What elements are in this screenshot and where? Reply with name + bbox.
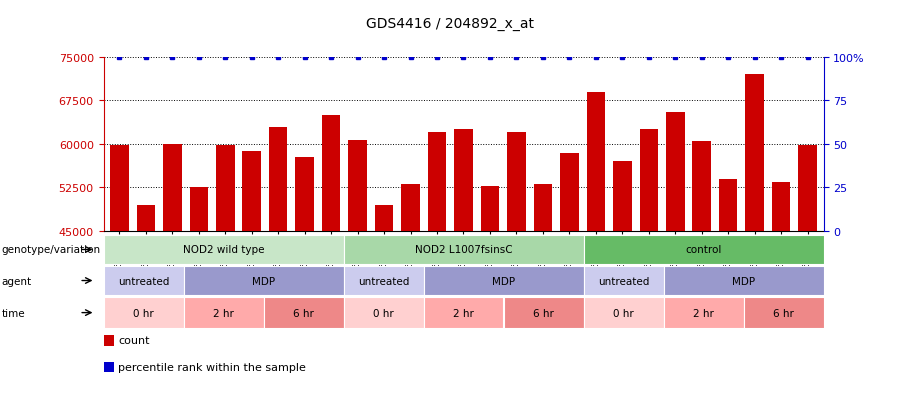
Bar bbox=[190, 188, 208, 231]
Text: count: count bbox=[118, 335, 149, 345]
Text: 2 hr: 2 hr bbox=[213, 308, 234, 318]
Bar bbox=[666, 113, 685, 231]
Text: NOD2 wild type: NOD2 wild type bbox=[183, 245, 265, 255]
Bar bbox=[322, 116, 340, 231]
Text: percentile rank within the sample: percentile rank within the sample bbox=[118, 362, 306, 372]
Bar bbox=[508, 133, 526, 231]
Text: MDP: MDP bbox=[732, 276, 755, 286]
Bar bbox=[772, 182, 790, 231]
Text: GDS4416 / 204892_x_at: GDS4416 / 204892_x_at bbox=[366, 17, 534, 31]
Bar bbox=[719, 179, 737, 231]
Text: untreated: untreated bbox=[358, 276, 410, 286]
Bar bbox=[745, 75, 764, 231]
Bar bbox=[295, 157, 314, 231]
Text: 2 hr: 2 hr bbox=[693, 308, 714, 318]
Text: untreated: untreated bbox=[598, 276, 649, 286]
Text: 0 hr: 0 hr bbox=[613, 308, 634, 318]
Text: control: control bbox=[685, 245, 722, 255]
Text: 6 hr: 6 hr bbox=[773, 308, 794, 318]
Text: time: time bbox=[2, 308, 25, 318]
Text: 0 hr: 0 hr bbox=[374, 308, 394, 318]
Bar bbox=[640, 130, 658, 231]
Bar bbox=[137, 205, 155, 231]
Text: 0 hr: 0 hr bbox=[133, 308, 154, 318]
Bar bbox=[216, 146, 235, 231]
Text: MDP: MDP bbox=[252, 276, 275, 286]
Bar bbox=[401, 185, 419, 231]
Bar bbox=[348, 140, 367, 231]
Bar bbox=[692, 142, 711, 231]
Bar bbox=[798, 146, 817, 231]
Bar bbox=[428, 133, 446, 231]
Bar bbox=[374, 205, 393, 231]
Text: 6 hr: 6 hr bbox=[533, 308, 554, 318]
Bar bbox=[242, 152, 261, 231]
Bar bbox=[587, 93, 605, 231]
Bar bbox=[163, 145, 182, 231]
Text: 6 hr: 6 hr bbox=[293, 308, 314, 318]
Bar bbox=[613, 162, 632, 231]
Bar bbox=[534, 185, 553, 231]
Text: untreated: untreated bbox=[118, 276, 169, 286]
Bar bbox=[110, 146, 129, 231]
Bar bbox=[269, 127, 287, 231]
Bar bbox=[481, 187, 500, 231]
Text: genotype/variation: genotype/variation bbox=[2, 245, 101, 255]
Text: MDP: MDP bbox=[492, 276, 515, 286]
Text: 2 hr: 2 hr bbox=[453, 308, 474, 318]
Text: agent: agent bbox=[2, 276, 32, 286]
Bar bbox=[454, 130, 472, 231]
Bar bbox=[560, 153, 579, 231]
Text: NOD2 L1007fsinsC: NOD2 L1007fsinsC bbox=[415, 245, 512, 255]
